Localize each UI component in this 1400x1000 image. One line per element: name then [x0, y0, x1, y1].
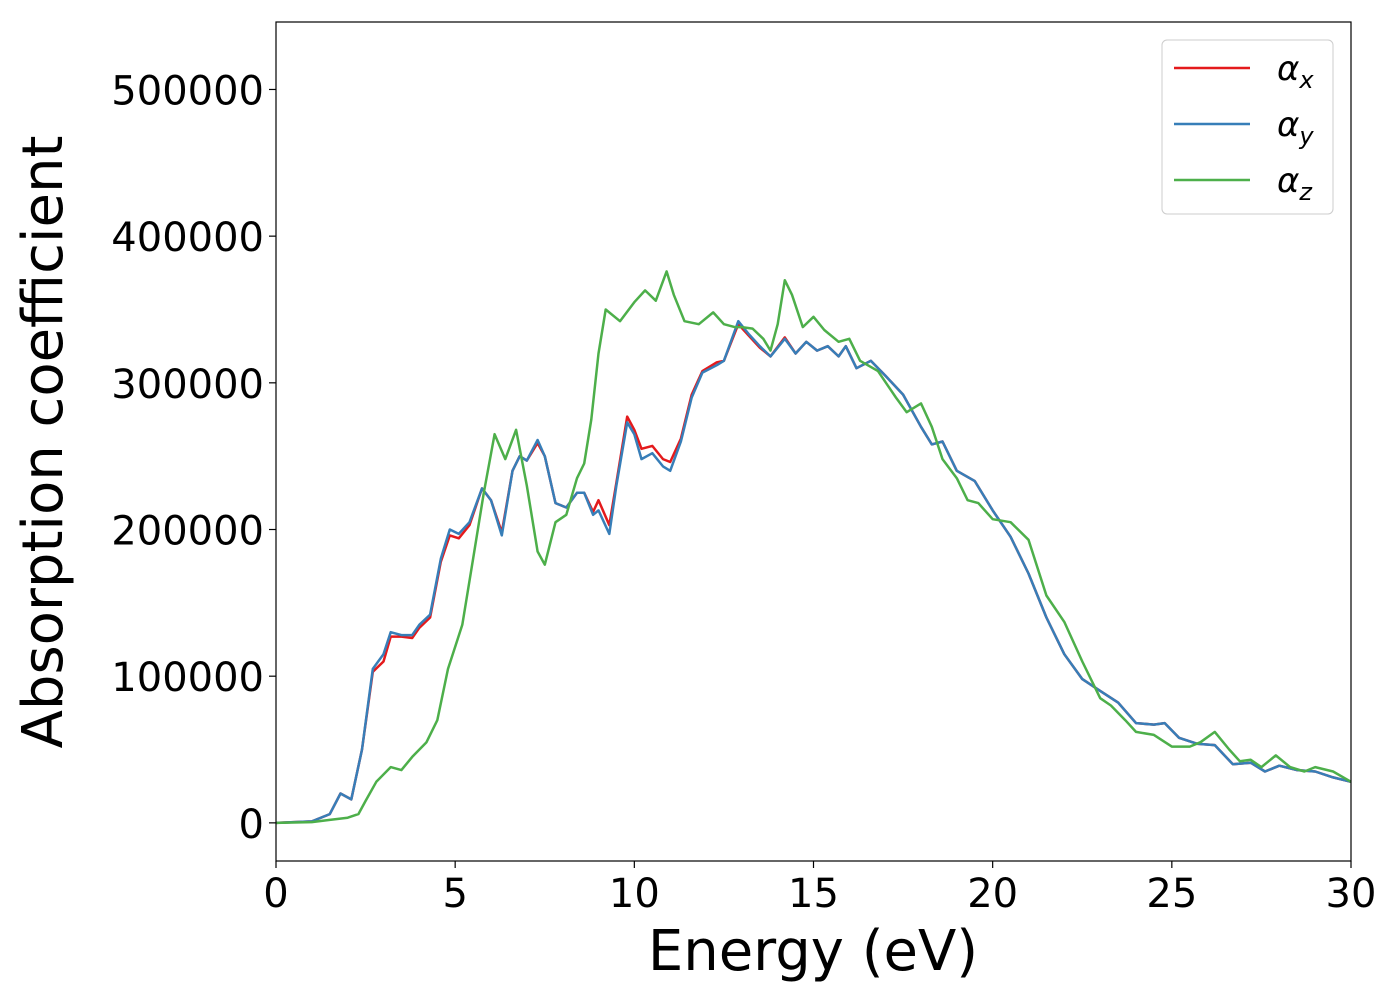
x-tick-label: 0 [263, 871, 288, 917]
y-tick-label: 200000 [111, 509, 264, 555]
x-tick-label: 15 [788, 871, 839, 917]
data-line [275, 319, 1352, 825]
legend-box [1161, 39, 1334, 215]
legend-label: αz [1277, 161, 1313, 206]
y-tick-label: 0 [239, 802, 264, 848]
x-axis-label: Energy (eV) [648, 919, 978, 984]
x-tick-label: 5 [442, 871, 467, 917]
y-tick-label: 100000 [111, 655, 264, 701]
x-tick-label: 25 [1146, 871, 1197, 917]
plot-area [275, 270, 1352, 825]
x-tick-label: 10 [609, 871, 660, 917]
y-tick-label: 300000 [111, 362, 264, 408]
x-tick-label: 30 [1326, 871, 1377, 917]
data-line [275, 270, 1352, 825]
legend-label: αx [1277, 49, 1314, 94]
y-tick-label: 400000 [111, 215, 264, 261]
y-axis-label: Absorption coefficient [11, 136, 76, 749]
y-tick-label: 500000 [111, 68, 264, 114]
x-tick-label: 20 [967, 871, 1018, 917]
legend-label: αy [1277, 105, 1314, 150]
